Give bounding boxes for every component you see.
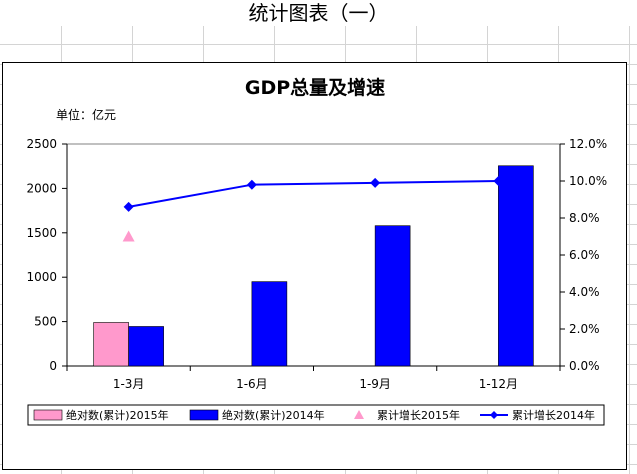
bar-2014[interactable] xyxy=(374,225,411,367)
y-right-tick-label: 2.0% xyxy=(569,322,600,336)
bar-2014[interactable] xyxy=(498,165,534,367)
growth-point-2014[interactable] xyxy=(370,177,381,188)
growth-line-2014 xyxy=(128,180,499,208)
y-right-tick-label: 6.0% xyxy=(569,248,600,262)
y-left-tick-label: 1500 xyxy=(26,226,57,240)
sheet-title: 统计图表（一） xyxy=(0,0,637,26)
y-right-tick-label: 8.0% xyxy=(569,211,600,225)
legend-item-growth-2014-label: 累计增长2014年 xyxy=(512,408,595,422)
x-tick-label: 1-3月 xyxy=(113,377,145,391)
x-tick-label: 1-9月 xyxy=(359,377,391,391)
legend-box xyxy=(27,404,605,426)
legend-item-growth-2015-label: 累计增长2015年 xyxy=(377,408,460,422)
bar-2014[interactable] xyxy=(251,281,288,367)
legend-item-bar-2014-swatch xyxy=(189,409,219,421)
y-left-tick-label: 1000 xyxy=(26,270,57,284)
y-right-tick-label: 10.0% xyxy=(569,174,607,188)
y-right-tick-label: 4.0% xyxy=(569,285,600,299)
y-right-tick-label: 0.0% xyxy=(569,359,600,373)
y-left-tick-label: 500 xyxy=(34,315,57,329)
growth-point-2014[interactable] xyxy=(123,201,134,212)
y-left-tick-label: 0 xyxy=(49,359,57,373)
bar-2015[interactable] xyxy=(93,322,129,367)
growth-point-2014[interactable] xyxy=(493,176,504,186)
legend-item-growth-2014-swatch xyxy=(490,411,498,419)
x-tick-label: 1-6月 xyxy=(236,377,268,391)
y-right-tick-label: 12.0% xyxy=(569,137,607,151)
legend-item-growth-2015-swatch xyxy=(354,410,364,419)
legend-item-bar-2015-swatch xyxy=(33,409,63,421)
legend-item-bar-2014-label: 绝对数(累计)2014年 xyxy=(222,408,325,422)
y-left-tick-label: 2000 xyxy=(26,181,57,195)
chart-title: GDP总量及增速 xyxy=(245,76,385,99)
growth-point-2015[interactable] xyxy=(122,230,135,242)
y-left-tick-label: 2500 xyxy=(26,137,57,151)
growth-point-2014[interactable] xyxy=(246,179,257,190)
bar-2014[interactable] xyxy=(128,326,164,367)
unit-label: 单位：亿元 xyxy=(56,107,116,122)
legend-item-bar-2015-label: 绝对数(累计)2015年 xyxy=(66,408,169,422)
x-tick-label: 1-12月 xyxy=(479,377,518,391)
